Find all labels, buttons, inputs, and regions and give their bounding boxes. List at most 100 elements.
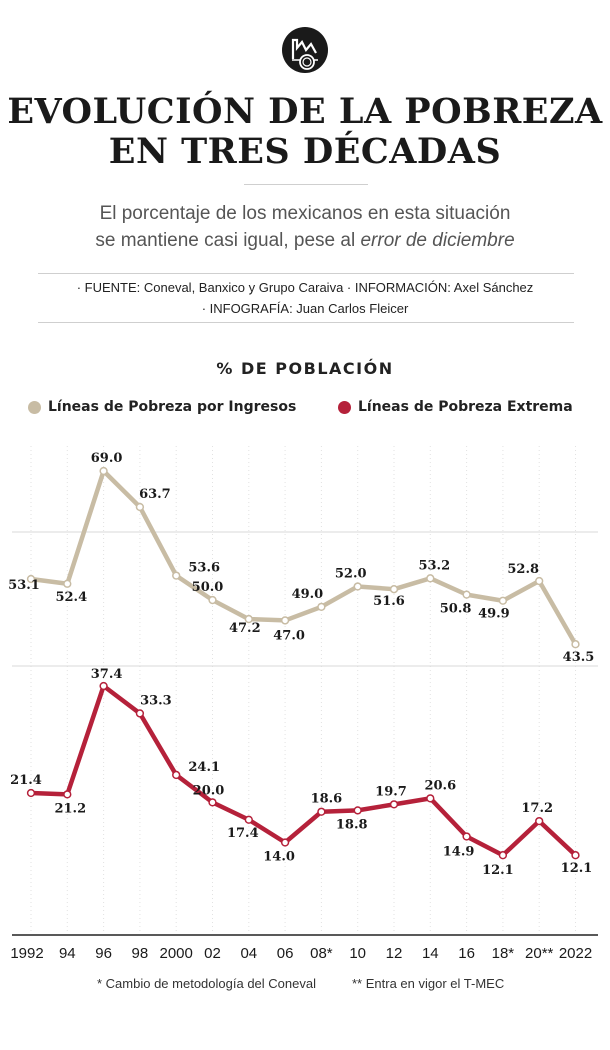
data-label-1: 12.1 xyxy=(482,863,514,878)
data-label-0: 53.1 xyxy=(8,578,40,593)
data-point-0 xyxy=(244,614,253,624)
data-label-0: 47.2 xyxy=(229,621,261,636)
x-tick-label: 96 xyxy=(95,945,112,962)
data-point-1 xyxy=(26,788,36,798)
x-tick-label: 04 xyxy=(240,945,257,962)
data-label-0: 49.9 xyxy=(478,607,510,622)
data-point-1 xyxy=(99,681,108,691)
subtitle-line-2-italic: error de diciembre xyxy=(360,230,515,251)
data-label-1: 14.9 xyxy=(443,844,475,859)
data-point-0 xyxy=(498,596,508,605)
legend-label-extrema: Líneas de Pobreza Extrema xyxy=(358,399,573,415)
data-point-1 xyxy=(280,838,290,847)
data-label-0: 49.0 xyxy=(292,587,324,602)
data-point-0 xyxy=(462,590,471,599)
series-line-0 xyxy=(28,468,578,647)
footnote-methodology: * Cambio de metodología del Coneval xyxy=(97,976,316,991)
data-label-0: 53.6 xyxy=(188,561,220,576)
data-point-1 xyxy=(244,815,253,824)
data-label-1: 12.1 xyxy=(561,861,593,876)
data-label-0: 50.0 xyxy=(192,580,224,595)
data-label-1: 18.6 xyxy=(311,792,343,807)
chart-title: % DE POBLACIÓN xyxy=(216,359,394,378)
data-label-0: 63.7 xyxy=(139,487,171,502)
x-tick-label: 16 xyxy=(458,945,475,962)
data-point-0 xyxy=(353,582,362,591)
data-point-1 xyxy=(135,709,145,718)
data-label-0: 47.0 xyxy=(273,628,305,643)
data-label-1: 17.2 xyxy=(521,801,553,816)
data-point-0 xyxy=(208,595,217,605)
data-point-1 xyxy=(426,794,435,803)
data-label-1: 33.3 xyxy=(140,693,172,708)
x-tick-label: 02 xyxy=(204,945,221,962)
x-tick-label: 2022 xyxy=(559,945,592,962)
x-tick-label: 14 xyxy=(422,945,439,962)
footnote-tmec: ** Entra en vigor el T-MEC xyxy=(352,976,505,991)
data-label-1: 37.4 xyxy=(91,667,123,682)
data-point-1 xyxy=(571,851,580,860)
data-label-1: 19.7 xyxy=(375,784,407,799)
subtitle-line-2-plain: se mantiene casi igual, pese al xyxy=(95,230,361,251)
title-line-2: EN TRES DÉCADAS xyxy=(108,131,502,172)
subtitle-line-2: se mantiene casi igual, pese al error de… xyxy=(0,228,610,254)
x-tick-label: 20** xyxy=(525,945,554,962)
x-tick-label: 2000 xyxy=(160,945,193,962)
legend-item-extrema: Líneas de Pobreza Extrema xyxy=(338,399,573,415)
data-label-0: 69.0 xyxy=(91,451,123,466)
legend-swatch-ingresos xyxy=(28,400,41,414)
data-label-1: 14.0 xyxy=(263,849,295,864)
data-point-1 xyxy=(535,816,544,826)
data-point-1 xyxy=(317,807,326,816)
data-label-0: 52.4 xyxy=(55,590,87,605)
data-point-0 xyxy=(571,640,580,649)
data-point-0 xyxy=(135,502,145,512)
x-tick-label: 1992 xyxy=(10,945,43,962)
x-tick-label: 94 xyxy=(59,945,76,962)
data-point-0 xyxy=(535,576,544,586)
series-line-1 xyxy=(28,683,578,858)
x-tick-label: 10 xyxy=(349,945,366,962)
data-point-0 xyxy=(172,571,181,580)
x-tick-label: 12 xyxy=(386,945,403,962)
data-label-1: 20.0 xyxy=(193,783,225,798)
data-point-1 xyxy=(353,806,362,815)
data-point-1 xyxy=(63,790,72,799)
data-label-0: 53.2 xyxy=(418,558,450,573)
data-label-1: 17.4 xyxy=(227,826,259,841)
credits-bottom-divider xyxy=(38,322,574,323)
title-divider xyxy=(244,184,368,185)
data-point-0 xyxy=(26,574,36,584)
subtitle-line-1: El porcentaje de los mexicanos en esta s… xyxy=(99,203,511,224)
data-point-1 xyxy=(208,798,217,807)
data-point-1 xyxy=(172,770,181,780)
data-point-0 xyxy=(280,616,290,625)
credits-top-divider xyxy=(38,273,574,274)
x-tick-label: 06 xyxy=(277,945,294,962)
data-point-1 xyxy=(462,832,471,841)
legend-swatch-extrema xyxy=(338,400,351,414)
legend-label-ingresos: Líneas de Pobreza por Ingresos xyxy=(48,399,297,415)
data-label-1: 18.8 xyxy=(336,817,368,832)
data-label-1: 21.4 xyxy=(10,773,42,788)
data-label-1: 20.6 xyxy=(424,778,456,793)
title-line-1: EVOLUCIÓN DE LA POBREZA xyxy=(7,91,603,132)
legend-item-ingresos: Líneas de Pobreza por Ingresos xyxy=(28,399,296,415)
data-label-0: 52.0 xyxy=(335,566,367,581)
data-point-0 xyxy=(99,466,108,476)
x-tick-label: 18* xyxy=(492,945,515,962)
credits-line-2: · INFOGRAFÍA: Juan Carlos Fleicer xyxy=(201,301,409,316)
x-tick-label: 98 xyxy=(132,945,149,962)
data-label-0: 50.8 xyxy=(440,602,472,617)
data-point-1 xyxy=(498,851,508,860)
data-label-1: 21.2 xyxy=(54,801,86,816)
data-point-0 xyxy=(426,574,435,583)
data-point-0 xyxy=(389,585,399,594)
money-chart-logo-icon xyxy=(282,27,328,73)
data-point-1 xyxy=(389,800,399,809)
credits-line-1: · FUENTE: Coneval, Banxico y Grupo Carai… xyxy=(76,280,534,295)
data-point-0 xyxy=(63,579,72,588)
data-label-1: 24.1 xyxy=(188,760,220,775)
data-label-0: 51.6 xyxy=(373,594,405,609)
